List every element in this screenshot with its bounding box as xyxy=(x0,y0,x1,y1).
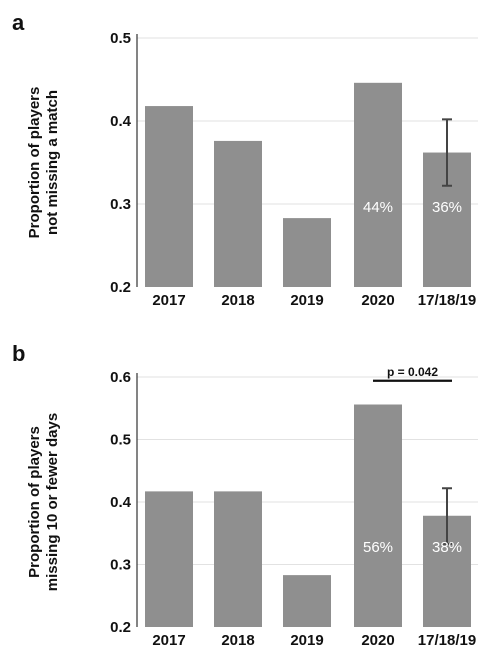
x-tick-label: 2017 xyxy=(152,632,185,649)
y-tick-label: 0.6 xyxy=(110,369,131,386)
y-tick-label: 0.2 xyxy=(110,619,131,636)
bar xyxy=(283,218,331,287)
y-axis-label: not missing a match xyxy=(44,90,61,235)
x-tick-label: 2017 xyxy=(152,292,185,309)
y-tick-label: 0.5 xyxy=(110,432,131,449)
x-tick-label: 2018 xyxy=(221,292,254,309)
x-tick-label: 2019 xyxy=(290,632,323,649)
x-tick-label: 2020 xyxy=(361,632,394,649)
y-axis-label: missing 10 or fewer days xyxy=(44,413,61,591)
y-tick-label: 0.3 xyxy=(110,196,131,213)
bar xyxy=(145,491,193,627)
bar xyxy=(354,404,402,627)
x-tick-label: 17/18/19 xyxy=(418,632,476,649)
y-tick-label: 0.2 xyxy=(110,279,131,296)
y-axis-label: Proportion of players xyxy=(26,87,43,239)
bar-data-label: 38% xyxy=(432,539,462,556)
x-tick-label: 17/18/19 xyxy=(418,292,476,309)
bar xyxy=(214,140,262,287)
bar xyxy=(283,575,331,627)
bar-data-label: 56% xyxy=(363,539,393,556)
panel-letter: a xyxy=(12,10,25,35)
y-tick-label: 0.5 xyxy=(110,30,131,47)
bar xyxy=(214,491,262,627)
x-tick-label: 2018 xyxy=(221,632,254,649)
bar xyxy=(354,82,402,287)
x-tick-label: 2020 xyxy=(361,292,394,309)
p-value-label: p = 0.042 xyxy=(387,365,438,379)
bar xyxy=(145,106,193,287)
y-tick-label: 0.3 xyxy=(110,557,131,574)
y-axis-label: Proportion of players xyxy=(26,426,43,578)
x-tick-label: 2019 xyxy=(290,292,323,309)
y-tick-label: 0.4 xyxy=(110,113,132,130)
y-tick-label: 0.4 xyxy=(110,494,132,511)
panel-letter: b xyxy=(12,341,25,366)
bar-data-label: 36% xyxy=(432,199,462,216)
bar-data-label: 44% xyxy=(363,199,393,216)
